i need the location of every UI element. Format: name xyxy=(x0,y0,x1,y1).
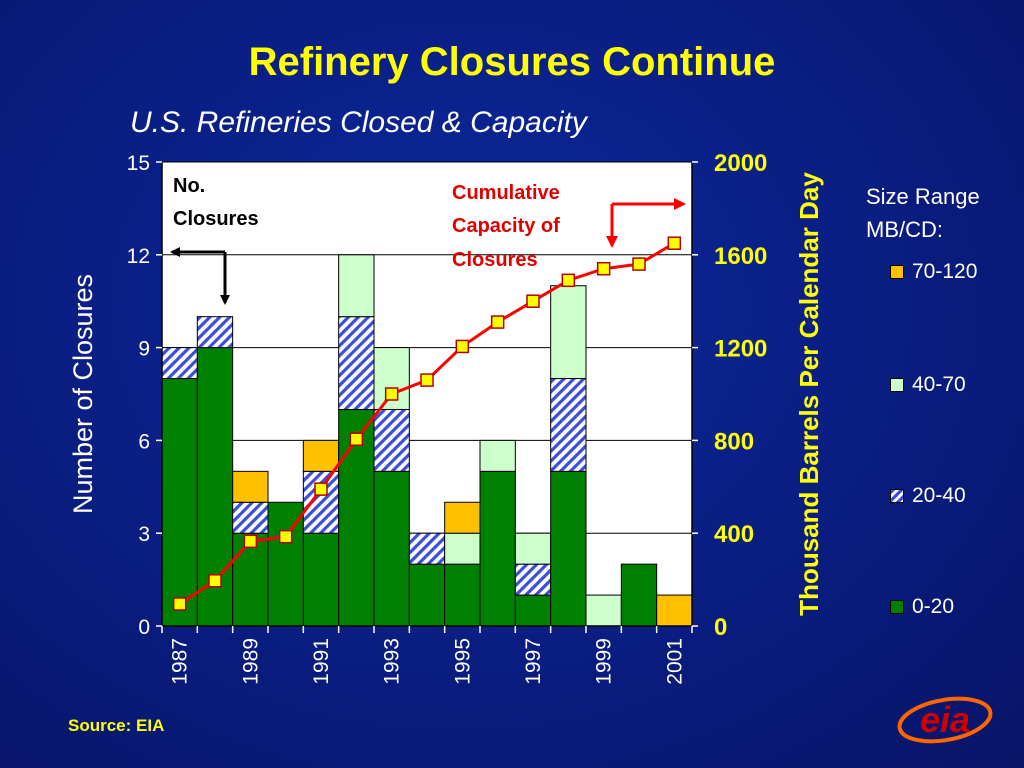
bar-segment-20-40-1993 xyxy=(373,408,410,472)
legend-label-0-20: 0-20 xyxy=(912,595,955,618)
bar-segment-0-20-1995 xyxy=(444,563,481,627)
bar-segment-20-40-1989 xyxy=(232,501,269,534)
y-axis-title: Number of Closures xyxy=(68,274,98,514)
bar-segment-20-40-1988 xyxy=(196,316,234,349)
bar-segment-40-70-1999 xyxy=(585,594,622,627)
legend-label-20-40: 20-40 xyxy=(912,484,966,507)
bar-segment-0-20-1991 xyxy=(302,532,340,627)
x-tick-label: 1989 xyxy=(239,638,262,685)
capacity-marker-1992 xyxy=(349,432,364,446)
legend-swatch-70-120 xyxy=(890,265,904,279)
capacity-marker-1988 xyxy=(208,574,222,588)
bar-segment-0-20-1998 xyxy=(550,470,587,627)
bar-segment-20-40-1994 xyxy=(408,532,446,565)
legend-swatch-20-40 xyxy=(890,489,904,503)
bar-segment-40-70-1995 xyxy=(444,532,481,565)
capacity-marker-1998 xyxy=(561,273,576,288)
eia-logo-text: eia xyxy=(920,699,970,740)
legend-label-40-70: 40-70 xyxy=(912,373,966,396)
capacity-marker-1993 xyxy=(384,387,399,401)
bar-segment-0-20-1987 xyxy=(161,378,198,627)
annotation-no-closures: No. Closures xyxy=(170,175,259,305)
x-tick-label: 1999 xyxy=(593,638,616,685)
capacity-marker-2000 xyxy=(632,257,646,271)
annotation-capacity-line2: Capacity of xyxy=(452,215,560,237)
bar-segment-20-40-1998 xyxy=(550,378,587,472)
annotation-capacity-line3: Closures xyxy=(452,249,538,271)
bar-segment-20-40-1991 xyxy=(302,470,340,534)
legend-swatch-0-20 xyxy=(890,600,904,614)
annotation-no-closures-line2: Closures xyxy=(173,208,259,230)
bar-segment-70-120-2001 xyxy=(656,594,693,627)
bar-segment-40-70-1996 xyxy=(479,439,516,472)
eia-logo: eia xyxy=(897,696,993,744)
slide-title: Refinery Closures Continue xyxy=(248,40,776,84)
legend-label-70-120: 70-120 xyxy=(912,260,978,283)
y-tick-label: 15 xyxy=(127,152,150,175)
capacity-marker-1997 xyxy=(526,294,540,308)
bar-segment-40-70-1997 xyxy=(514,532,552,565)
bar-segment-0-20-1994 xyxy=(408,563,446,627)
bar-segment-20-40-1987 xyxy=(161,347,198,380)
capacity-marker-1990 xyxy=(278,529,293,544)
bar-segment-70-120-1995 xyxy=(444,501,481,534)
bar-segment-0-20-2000 xyxy=(620,563,658,627)
capacity-marker-1994 xyxy=(420,373,434,387)
legend-item-0-20: 0-20 xyxy=(890,595,954,619)
bar-segment-40-70-1998 xyxy=(550,285,587,380)
legend-swatch-40-70 xyxy=(890,378,904,392)
y2-tick-label: 0 xyxy=(714,614,727,641)
annotation-cumulative-capacity: Cumulative Capacity of Closures xyxy=(452,182,686,271)
y-tick-label: 12 xyxy=(127,245,150,268)
bar-segment-40-70-1992 xyxy=(338,254,375,318)
x-tick-label: 2001 xyxy=(663,638,686,685)
bar-segment-70-120-1991 xyxy=(302,439,340,472)
bar-segment-0-20-1993 xyxy=(373,470,410,627)
capacity-marker-1989 xyxy=(243,534,258,549)
y2-tick-label: 400 xyxy=(714,521,754,548)
bar-segment-70-120-1989 xyxy=(232,470,269,503)
capacity-marker-1999 xyxy=(596,261,611,276)
y-tick-label: 6 xyxy=(138,430,150,453)
bar-segment-0-20-1996 xyxy=(479,470,516,627)
y-tick-label: 9 xyxy=(138,338,150,361)
y2-tick-label: 2000 xyxy=(714,150,767,177)
y-tick-label: 0 xyxy=(138,616,150,639)
legend-item-70-120: 70-120 xyxy=(890,260,977,284)
capacity-marker-2001 xyxy=(667,236,682,250)
capacity-marker-1996 xyxy=(490,315,505,329)
bar-segment-20-40-1992 xyxy=(338,316,375,410)
x-tick-label: 1991 xyxy=(310,638,333,685)
x-tick-label: 1997 xyxy=(522,638,545,685)
bar-segment-20-40-1997 xyxy=(514,563,552,596)
capacity-marker-1991 xyxy=(314,482,328,496)
chart-subtitle: U.S. Refineries Closed & Capacity xyxy=(130,106,587,139)
y2-axis-title: Thousand Barrels Per Calendar Day xyxy=(794,172,824,616)
y2-tick-label: 1600 xyxy=(714,243,767,270)
x-tick-label: 1995 xyxy=(451,638,474,685)
capacity-marker-1987 xyxy=(172,597,187,611)
y2-tick-label: 800 xyxy=(714,428,754,455)
annotation-capacity-line1: Cumulative xyxy=(452,182,560,204)
x-tick-label: 1993 xyxy=(381,638,404,685)
y2-tick-label: 1200 xyxy=(714,336,767,363)
legend-item-20-40: 20-40 xyxy=(890,484,966,508)
source-note: Source: EIA xyxy=(68,716,165,735)
legend-title: Size Range MB/CD: xyxy=(866,184,980,242)
bar-segment-0-20-1997 xyxy=(514,594,552,627)
x-tick-label: 1987 xyxy=(169,638,192,685)
y-tick-label: 3 xyxy=(138,523,150,546)
annotation-no-closures-line1: No. xyxy=(173,175,205,197)
legend-item-40-70: 40-70 xyxy=(890,373,966,397)
capacity-marker-1995 xyxy=(455,339,470,354)
